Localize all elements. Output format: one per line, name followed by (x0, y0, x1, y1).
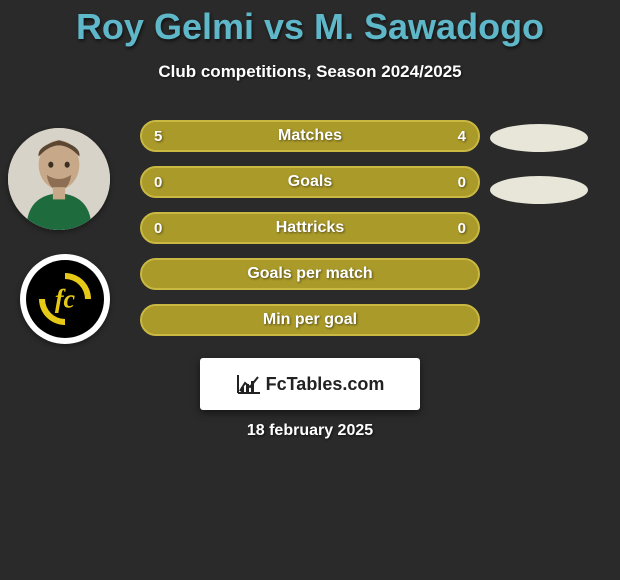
bar-label: Hattricks (276, 219, 344, 237)
svg-text:fc: fc (55, 285, 76, 314)
bar-label: Min per goal (263, 311, 357, 329)
bar-left-value: 5 (154, 128, 162, 145)
club-badge: fc (20, 254, 110, 344)
chart-icon (236, 373, 262, 395)
stat-bar: Goals per match (140, 258, 480, 290)
stat-bar: 0 0 Goals (140, 166, 480, 198)
page-title: Roy Gelmi vs M. Sawadogo (0, 0, 620, 48)
bar-fill-left (142, 168, 310, 196)
person-icon (8, 128, 110, 230)
bar-fill-right (330, 122, 478, 150)
avatar-column: fc (8, 128, 118, 344)
side-blob (490, 176, 588, 204)
stat-bar: 5 4 Matches (140, 120, 480, 152)
side-blobs (490, 124, 610, 228)
footer-brand-text: FcTables.com (266, 374, 385, 395)
page-subtitle: Club competitions, Season 2024/2025 (0, 62, 620, 82)
club-badge-inner: fc (26, 260, 104, 338)
side-blob (490, 124, 588, 152)
bar-label: Goals per match (247, 265, 372, 283)
stat-bar: Min per goal (140, 304, 480, 336)
stat-bar: 0 0 Hattricks (140, 212, 480, 244)
footer-brand-badge: FcTables.com (200, 358, 420, 410)
footer-date: 18 february 2025 (0, 422, 620, 440)
bar-fill-right (310, 168, 478, 196)
bar-label: Matches (278, 127, 342, 145)
bar-right-value: 4 (458, 128, 466, 145)
bar-left-value: 0 (154, 174, 162, 191)
stat-bars: 5 4 Matches 0 0 Goals 0 0 Hattricks Goals per mat… (140, 120, 480, 350)
club-logo-icon: fc (35, 269, 95, 329)
bar-right-value: 0 (458, 220, 466, 237)
player-avatar (8, 128, 110, 230)
bar-label: Goals (288, 173, 332, 191)
bar-left-value: 0 (154, 220, 162, 237)
bar-right-value: 0 (458, 174, 466, 191)
